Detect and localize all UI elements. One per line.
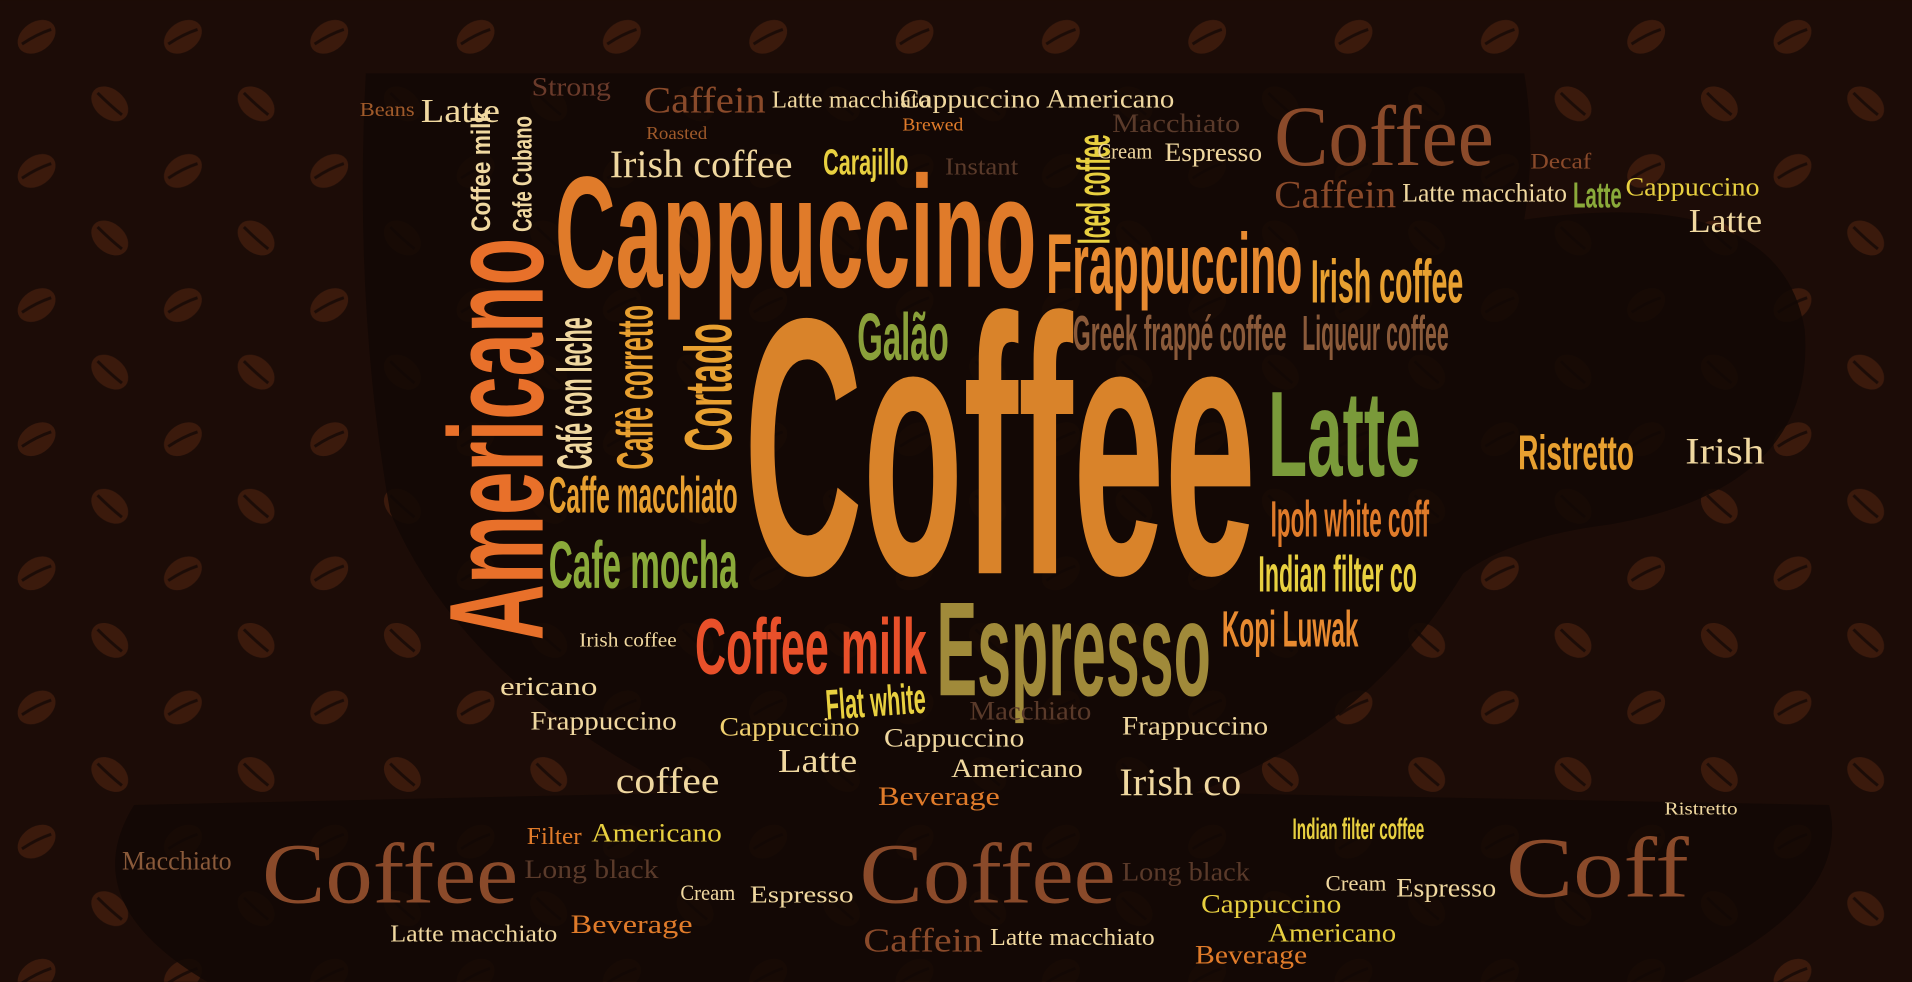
word: Coffee milk (466, 110, 496, 232)
word: Ristretto (1518, 427, 1634, 481)
word: Brewed (902, 115, 963, 135)
word: Americano (1046, 84, 1174, 114)
word: Americano (951, 753, 1083, 783)
word: Latte (1689, 203, 1762, 240)
word: Cappuccino (900, 84, 1040, 114)
word: Decaf (1530, 148, 1592, 173)
word: Caffein (1274, 173, 1396, 216)
word: Greek frappé coffee (1073, 307, 1286, 361)
word: Beverage (1195, 940, 1307, 970)
word: Cappuccino (884, 722, 1024, 752)
word: Beverage (571, 909, 693, 939)
word: Macchiato (122, 846, 232, 876)
word: Kopi Luwak (1222, 600, 1359, 657)
word: Cappuccino (555, 143, 1037, 321)
word: Caffe macchiato (549, 466, 738, 523)
word: Latte macchiato (990, 924, 1155, 951)
word: Latte macchiato (390, 921, 557, 948)
word: Caffein (863, 922, 983, 959)
word: Long black (524, 854, 659, 884)
word: Latte (421, 93, 500, 130)
word: Filter (527, 823, 582, 850)
word: Espresso (1396, 872, 1496, 902)
word: Iced coffee (1068, 134, 1120, 244)
word: Instant (945, 154, 1018, 181)
word: Liqueur coffee (1302, 307, 1448, 361)
word: Ipoh white coff (1271, 491, 1430, 548)
word: Cappuccino (1201, 888, 1341, 918)
word: Beans (360, 100, 415, 121)
word: Irish coffee (610, 143, 793, 186)
word: Indian filter co (1258, 546, 1417, 603)
word: Galão (857, 300, 948, 375)
word: Coffee (860, 828, 1116, 922)
word: Long black (1122, 857, 1251, 887)
word: Espresso (750, 882, 854, 909)
word: Espresso (936, 575, 1210, 724)
word: Strong (532, 71, 611, 101)
word: Cream (1325, 870, 1386, 895)
word: Cafe mocha (549, 528, 738, 603)
word: Caffein (644, 79, 766, 120)
word: Coffee (1274, 90, 1493, 184)
word: Cappuccino (719, 711, 859, 741)
word: Caffè corretto (606, 305, 663, 470)
word: Cream (680, 880, 735, 905)
word: Flat white (824, 675, 927, 730)
word: Irish co (1119, 761, 1241, 804)
word: Macchiato (969, 696, 1091, 726)
word: Cream (1097, 139, 1152, 164)
word: Indian filter coffee (1293, 814, 1425, 846)
word: Beverage (878, 781, 1000, 811)
word: Frappuccino (1122, 710, 1268, 740)
word: Americano (423, 238, 572, 640)
word: Cafe Cubano (508, 116, 538, 232)
word: Espresso (1165, 137, 1263, 167)
word: ericano (500, 671, 598, 701)
word: Coffee milk (695, 601, 927, 690)
word: Frappuccino (1046, 217, 1302, 312)
word: Irish coffee (1311, 248, 1463, 316)
word: Americano (1268, 918, 1396, 948)
words: CoffeeCappuccinoAmericanoEspressoFrappuc… (122, 71, 1765, 969)
cup-shape (115, 73, 1833, 982)
word: Frappuccino (530, 705, 676, 735)
word: Latte macchiato (772, 87, 931, 114)
word: Coffee (744, 242, 1256, 651)
word: Cortado (672, 323, 747, 451)
word: Café con leche (548, 317, 602, 469)
word: Cappuccino (1625, 171, 1759, 201)
word: Latte (1268, 366, 1420, 502)
word: Americano (591, 818, 721, 848)
word: coffee (616, 760, 720, 801)
word: Latte (778, 743, 857, 780)
word: Latte macchiato (1402, 177, 1567, 207)
word: Irish (1685, 431, 1764, 472)
word: Carajillo (823, 142, 908, 183)
word: Roasted (646, 123, 707, 143)
word: Coffee (262, 828, 518, 922)
word: Irish coffee (579, 630, 677, 651)
word: Ristretto (1664, 799, 1737, 819)
word: Latte (1573, 174, 1622, 215)
word: Coff (1506, 821, 1690, 915)
word: Macchiato (1112, 108, 1240, 138)
